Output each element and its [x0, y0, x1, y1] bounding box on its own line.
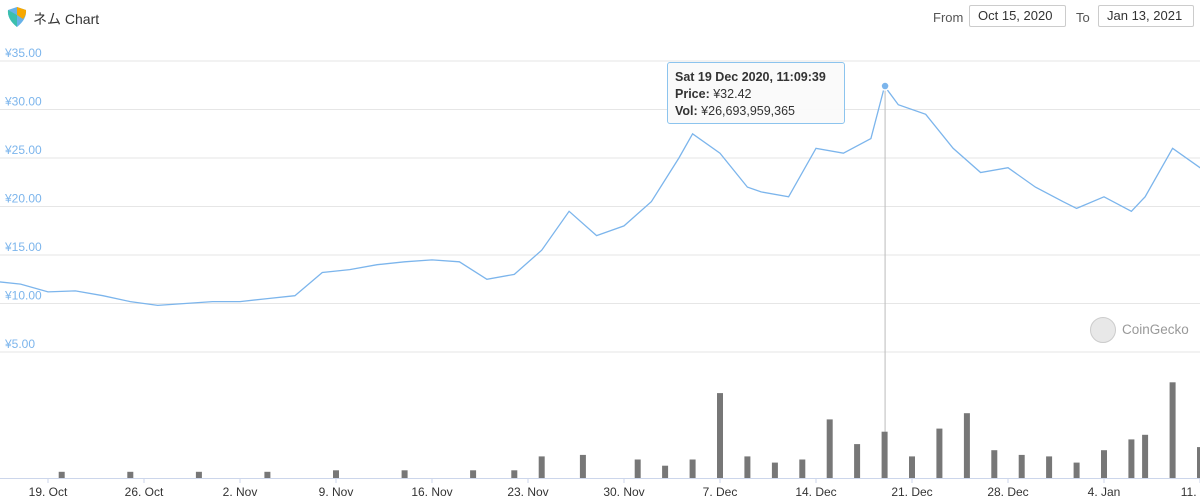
x-tick-label: 4. Jan — [1088, 485, 1121, 499]
x-tick-label: 21. Dec — [891, 485, 932, 499]
x-tick-label: 11. Jan — [1181, 485, 1200, 499]
y-tick-label: ¥15.00 — [4, 240, 42, 254]
x-tick-label: 28. Dec — [987, 485, 1028, 499]
y-tick-label: ¥5.00 — [4, 337, 35, 351]
x-tick-label: 30. Nov — [603, 485, 644, 499]
x-tick-label: 23. Nov — [507, 485, 548, 499]
volume-bar — [1018, 454, 1025, 478]
volume-bar — [1142, 434, 1149, 478]
volume-bar — [991, 450, 998, 478]
volume-bar — [689, 459, 696, 478]
nem-logo-icon — [7, 7, 27, 27]
tooltip-vol-value: ¥26,693,959,365 — [701, 104, 796, 118]
volume-bar — [826, 419, 833, 478]
volume-bar — [58, 471, 65, 478]
coingecko-logo-icon — [1090, 317, 1116, 343]
x-tick-label: 26. Oct — [125, 485, 164, 499]
volume-bar — [195, 471, 202, 478]
price-line — [0, 84, 1200, 307]
volume-bar — [963, 413, 970, 478]
volume-bar — [1197, 447, 1200, 478]
volume-bar — [634, 459, 641, 478]
price-axis-labels: ¥5.00 ¥10.00 ¥15.00 ¥20.00 ¥25.00 ¥30.00 ¥35.0… — [4, 46, 42, 351]
to-date-input[interactable]: Jan 13, 2021 — [1098, 5, 1194, 27]
x-tick-label: 16. Nov — [411, 485, 452, 499]
volume-bar — [717, 393, 723, 478]
date-axis-labels: 19. Oct 26. Oct 2. Nov 9. Nov 16. Nov 23. Nov… — [29, 478, 1200, 499]
price-tooltip: Sat 19 Dec 2020, 11:09:39 Price: ¥32.42 … — [667, 62, 845, 124]
volume-bar — [771, 462, 778, 478]
tooltip-price-label: Price: — [675, 87, 710, 101]
volume-bar — [936, 428, 943, 478]
x-tick-label: 7. Dec — [703, 485, 738, 499]
tooltip-date: Sat 19 Dec 2020, 11:09:39 — [675, 70, 826, 84]
x-tick-label: 9. Nov — [319, 485, 354, 499]
volume-bar — [127, 471, 134, 478]
volume-bar — [264, 471, 271, 478]
chart-title: ネム Chart — [33, 11, 100, 27]
volume-bar — [881, 431, 888, 478]
y-tick-label: ¥10.00 — [4, 289, 42, 303]
y-tick-label: ¥25.00 — [4, 143, 42, 157]
y-tick-label: ¥20.00 — [4, 192, 42, 206]
volume-bar — [333, 470, 339, 478]
x-tick-label: 19. Oct — [29, 485, 68, 499]
price-gridlines — [0, 60, 1200, 353]
volume-bar — [1101, 450, 1107, 478]
volume-bar — [854, 444, 861, 478]
volume-bar — [662, 465, 669, 478]
hover-point — [880, 81, 890, 91]
volume-bars — [58, 382, 1200, 478]
x-tick-label: 2. Nov — [223, 485, 258, 499]
tooltip-price-value: ¥32.42 — [713, 87, 752, 101]
watermark-text: CoinGecko — [1122, 322, 1189, 337]
volume-bar — [909, 456, 915, 478]
volume-bar — [401, 470, 408, 478]
volume-bar — [511, 470, 518, 478]
volume-bar — [1046, 456, 1053, 478]
chart-header: ネム Chart From Oct 15, 2020 To Jan 13, 20… — [0, 0, 1200, 40]
volume-bar — [799, 459, 806, 478]
x-tick-label: 14. Dec — [795, 485, 836, 499]
y-tick-label: ¥30.00 — [4, 95, 42, 109]
volume-bar — [1073, 462, 1080, 478]
volume-bar — [579, 454, 586, 478]
volume-bar — [538, 456, 545, 478]
y-tick-label: ¥35.00 — [4, 46, 42, 60]
volume-bar — [1128, 439, 1135, 478]
to-label: To — [1076, 10, 1090, 25]
volume-bar — [744, 456, 751, 478]
volume-bar — [470, 470, 477, 478]
from-date-input[interactable]: Oct 15, 2020 — [969, 5, 1066, 27]
from-label: From — [933, 10, 964, 25]
volume-bar — [1169, 382, 1176, 478]
tooltip-vol-label: Vol: — [675, 104, 698, 118]
